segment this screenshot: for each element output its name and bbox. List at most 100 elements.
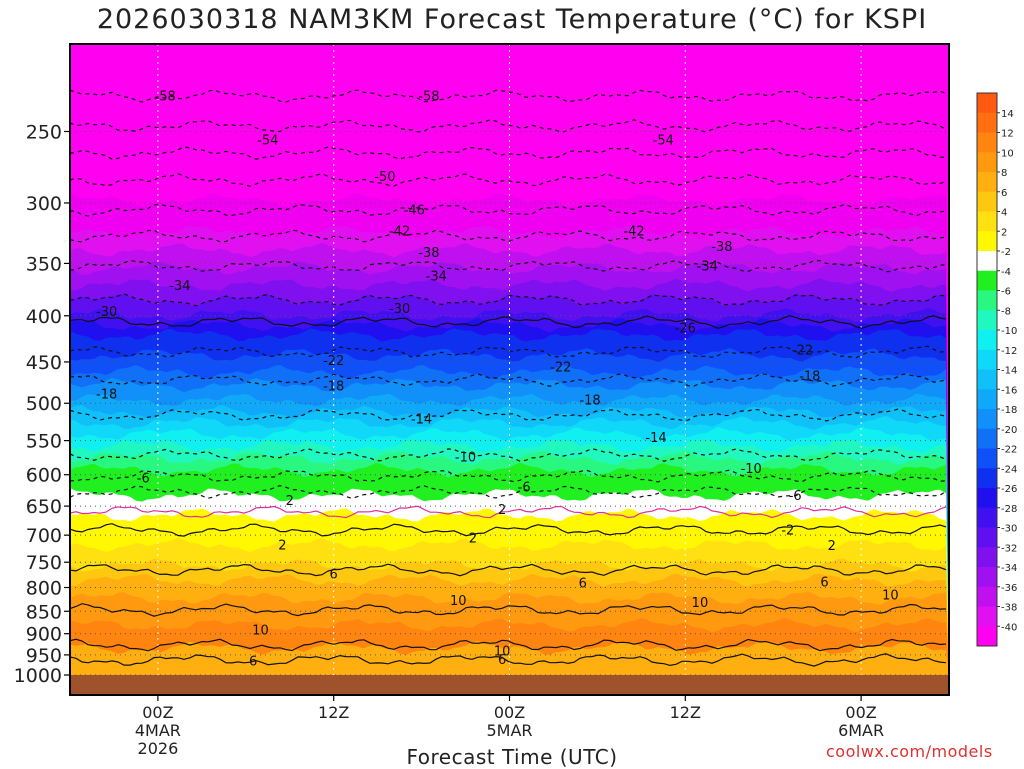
contour-label: -10 bbox=[741, 462, 762, 477]
contour-line bbox=[69, 603, 947, 617]
contour-label: -38 bbox=[418, 246, 439, 261]
colorbar-swatch bbox=[977, 191, 997, 212]
contour-label: -34 bbox=[697, 260, 718, 275]
contour-label: -18 bbox=[799, 370, 820, 385]
colorbar-label: -14 bbox=[1001, 366, 1017, 377]
contour-label: 10 bbox=[450, 594, 467, 609]
y-tick-label: 850 bbox=[26, 601, 62, 623]
contour-label: 2 bbox=[278, 539, 286, 554]
y-tick-label: 650 bbox=[26, 496, 62, 518]
y-tick-label: 450 bbox=[26, 352, 62, 374]
colorbar-swatch bbox=[977, 270, 997, 291]
colorbar-label: -2 bbox=[1001, 247, 1011, 258]
colorbar-swatch bbox=[977, 448, 997, 469]
x-tick-year: 2026 bbox=[138, 739, 179, 758]
contour-label: 6 bbox=[579, 577, 587, 592]
colorbar-swatch bbox=[977, 330, 997, 351]
colorbar-swatch bbox=[977, 468, 997, 489]
contour-label: 6 bbox=[820, 576, 828, 591]
contour-label: -6 bbox=[137, 471, 150, 486]
colorbar-swatch bbox=[977, 132, 997, 153]
y-tick-label: 750 bbox=[26, 552, 62, 574]
colorbar-swatch bbox=[977, 231, 997, 252]
contour-label: 2 bbox=[498, 503, 506, 518]
y-tick-label: 800 bbox=[26, 578, 62, 600]
contour-label: 10 bbox=[252, 623, 269, 638]
contour-label: -30 bbox=[389, 302, 410, 317]
colorbar-label: 12 bbox=[1001, 129, 1014, 140]
ground-band bbox=[70, 675, 949, 695]
contour-label: -14 bbox=[411, 413, 432, 428]
contour-label: -22 bbox=[323, 354, 344, 369]
x-tick-label: 00Z bbox=[845, 703, 876, 722]
credit-link[interactable]: coolwx.com/models bbox=[826, 742, 993, 761]
contour-label: -6 bbox=[518, 480, 531, 495]
colorbar-label: -6 bbox=[1001, 287, 1011, 298]
contour-label: 10 bbox=[494, 645, 511, 660]
colorbar-swatch bbox=[977, 172, 997, 193]
colorbar-label: -40 bbox=[1001, 622, 1017, 633]
contour-label: 2 bbox=[828, 539, 836, 554]
contour-lines bbox=[69, 89, 947, 667]
y-tick-label: 250 bbox=[26, 121, 62, 143]
colorbar-swatch bbox=[977, 409, 997, 430]
colorbar: 14 12 10 8 6 4 2 -2 -4 -6 -8 -10 -12 -14 -16 -18 -20 -22 -… bbox=[976, 92, 1017, 647]
colorbar-swatch bbox=[977, 310, 997, 331]
colorbar-swatch bbox=[977, 93, 997, 114]
y-tick-label: 700 bbox=[26, 525, 62, 547]
colorbar-swatch bbox=[977, 112, 997, 133]
contour-label: -18 bbox=[96, 388, 117, 403]
colorbar-label: 8 bbox=[1001, 168, 1007, 179]
contour-line bbox=[69, 523, 947, 537]
colorbar-label: 2 bbox=[1001, 227, 1007, 238]
contour-label: 10 bbox=[692, 596, 709, 611]
contour-line bbox=[69, 563, 947, 577]
colorbar-label: -20 bbox=[1001, 425, 1017, 436]
contour-label: -34 bbox=[426, 270, 447, 285]
contour-label: -46 bbox=[404, 203, 425, 218]
colorbar-swatch bbox=[977, 211, 997, 232]
colorbar-label: -26 bbox=[1001, 484, 1017, 495]
contour-label: 6 bbox=[498, 653, 506, 668]
contour-label: 6 bbox=[330, 568, 338, 583]
colorbar-swatch bbox=[977, 586, 997, 607]
chart-title: 2026030318 NAM3KM Forecast Temperature (… bbox=[96, 4, 928, 35]
colorbar-label: -38 bbox=[1001, 603, 1017, 614]
colorbar-swatch bbox=[977, 606, 997, 627]
y-tick-label: 600 bbox=[26, 465, 62, 487]
y-tick-label: 1000 bbox=[14, 665, 62, 687]
colorbar-swatch bbox=[977, 369, 997, 390]
y-tick-label: 400 bbox=[26, 306, 62, 328]
y-tick-label: 900 bbox=[26, 624, 62, 646]
contour-label: -22 bbox=[550, 360, 571, 375]
colorbar-swatch bbox=[977, 547, 997, 568]
colorbar-label: -12 bbox=[1001, 346, 1017, 357]
colorbar-swatch bbox=[977, 567, 997, 588]
contour-labels: -58 -58 -54 -54 -50 -46 -42 -42 -38 -38 -34 -34 -34 -… bbox=[96, 89, 899, 669]
colorbar-swatch bbox=[977, 349, 997, 370]
contour-label: -30 bbox=[96, 305, 117, 320]
colorbar-swatch bbox=[977, 152, 997, 173]
contour-label: -34 bbox=[169, 279, 190, 294]
colorbar-swatch bbox=[977, 428, 997, 449]
colorbar-label: -16 bbox=[1001, 385, 1017, 396]
contour-label: -18 bbox=[323, 380, 344, 395]
colorbar-label: -36 bbox=[1001, 583, 1017, 594]
colorbar-label: 10 bbox=[1001, 148, 1014, 159]
y-tick-label: 350 bbox=[26, 253, 62, 275]
colorbar-label: -18 bbox=[1001, 405, 1017, 416]
contour-label: -18 bbox=[579, 393, 600, 408]
y-tick-label: 950 bbox=[26, 645, 62, 667]
colorbar-label: -4 bbox=[1001, 267, 1011, 278]
contour-label: -50 bbox=[374, 170, 395, 185]
contour-label: -2 bbox=[781, 524, 794, 539]
colorbar-label: -32 bbox=[1001, 543, 1017, 554]
x-tick-label: 00Z bbox=[494, 703, 525, 722]
contour-line bbox=[69, 638, 947, 652]
x-tick-label: 12Z bbox=[318, 703, 349, 722]
contour-label: -14 bbox=[645, 431, 666, 446]
x-tick-label: 12Z bbox=[670, 703, 701, 722]
contour-label: -54 bbox=[653, 133, 674, 148]
contour-line bbox=[69, 653, 947, 667]
